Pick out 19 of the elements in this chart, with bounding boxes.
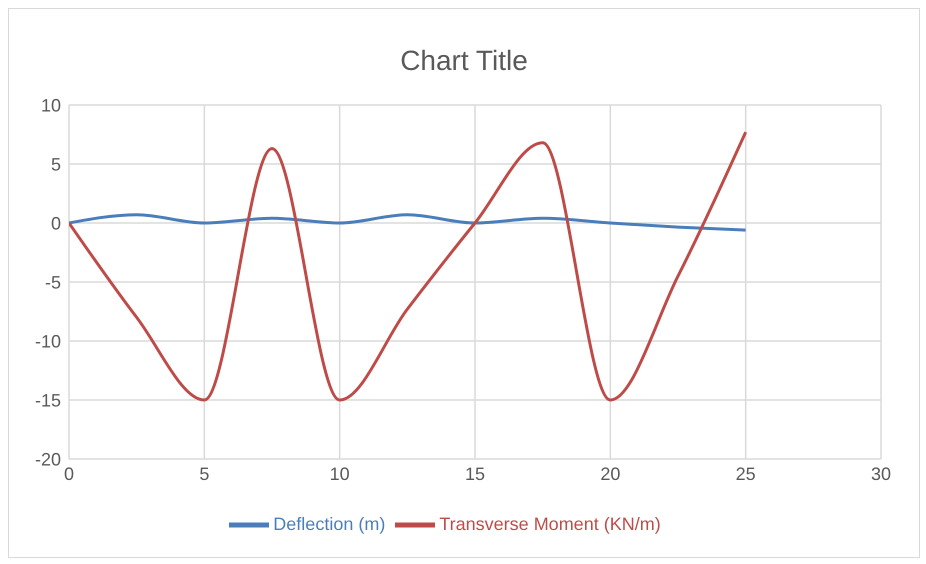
x-tick-label: 0 (64, 464, 74, 484)
line-series (69, 213, 748, 232)
y-tick-label: 5 (50, 154, 61, 174)
x-tick-label: 20 (600, 464, 620, 484)
x-tick-label: 30 (870, 464, 892, 484)
chart-title: Chart Title (399, 44, 529, 78)
x-tick-label: 25 (736, 464, 756, 484)
y-tick-label: 10 (40, 95, 61, 116)
y-tick-label: -5 (44, 272, 61, 292)
line-series (69, 130, 748, 402)
y-tick-label: -20 (34, 449, 61, 470)
legend-label: Transverse Moment (KN/m) (439, 514, 661, 534)
y-tick-label: 0 (50, 213, 61, 234)
x-tick-label: 5 (199, 464, 210, 484)
y-tick-label: -15 (34, 390, 61, 410)
legend-label: Deflection (m) (273, 514, 386, 534)
x-tick-label: 15 (464, 464, 486, 484)
y-tick-label: -10 (34, 331, 61, 352)
x-tick-label: 10 (330, 464, 350, 484)
